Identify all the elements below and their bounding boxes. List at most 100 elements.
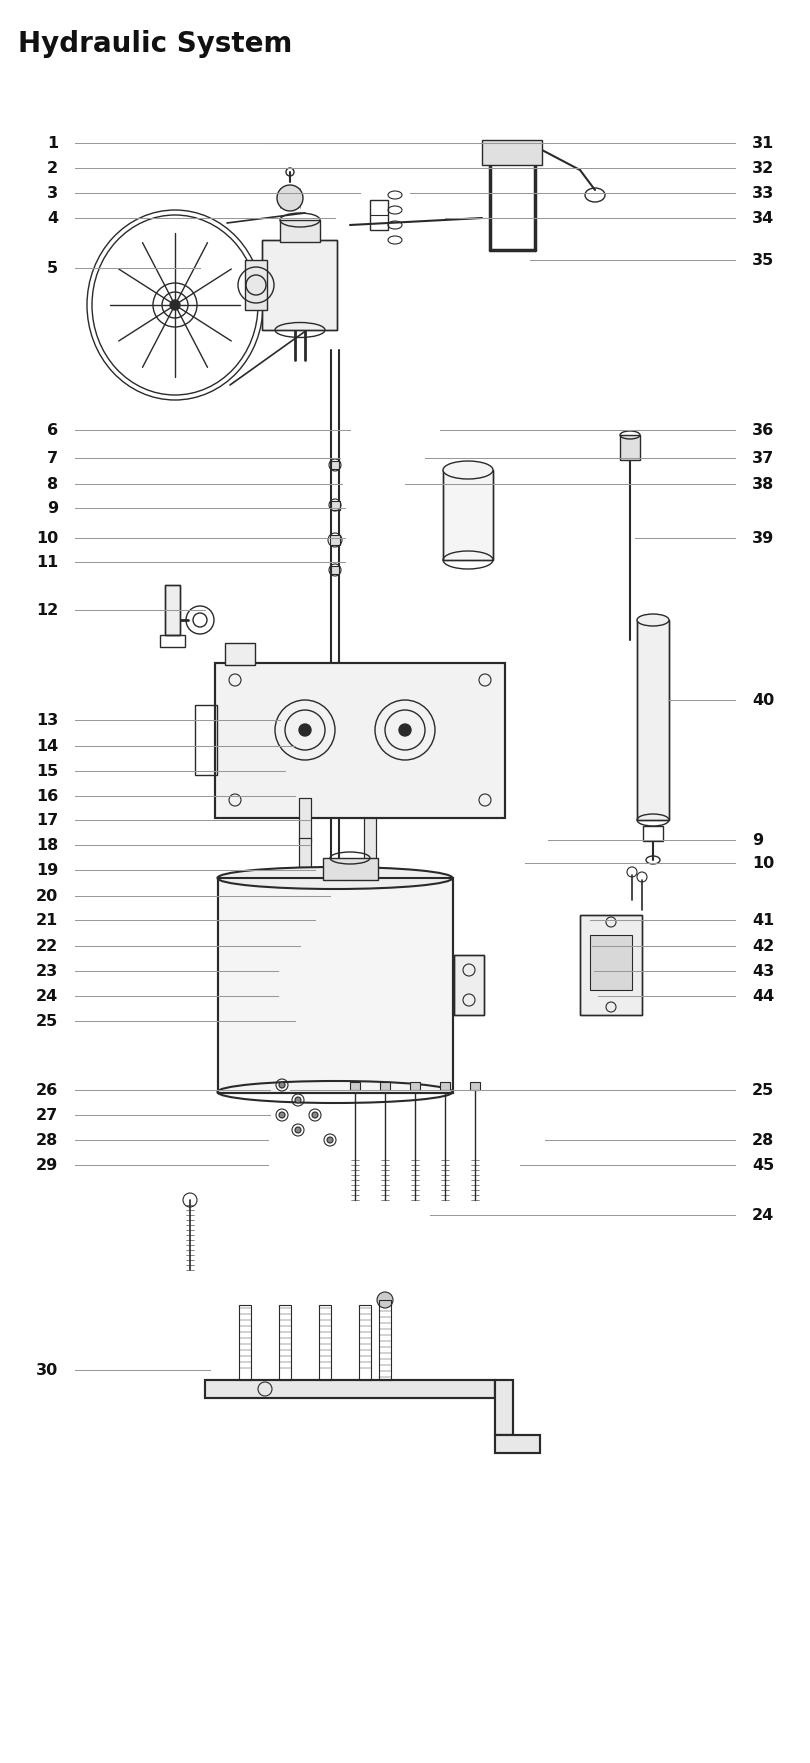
Bar (331, 566, 339, 575)
Bar (323, 859, 378, 880)
Bar (331, 501, 340, 510)
Bar (454, 956, 484, 1015)
Bar (637, 621, 669, 820)
Text: 17: 17 (36, 813, 58, 827)
Text: 1: 1 (47, 136, 58, 150)
Bar (370, 199, 388, 229)
Text: Hydraulic System: Hydraulic System (18, 30, 292, 58)
Bar (495, 1435, 540, 1453)
Bar (299, 837, 311, 882)
Bar (290, 899, 335, 920)
Bar (379, 1299, 391, 1380)
Text: 14: 14 (36, 739, 58, 753)
Text: 10: 10 (752, 855, 774, 871)
Bar (330, 534, 340, 545)
Bar (205, 1380, 495, 1398)
Circle shape (279, 1082, 285, 1088)
Text: 34: 34 (752, 210, 774, 226)
Text: 25: 25 (36, 1014, 58, 1028)
Text: 24: 24 (752, 1208, 774, 1222)
Bar (364, 818, 376, 862)
Bar (299, 799, 311, 843)
Text: 3: 3 (47, 185, 58, 201)
Text: 28: 28 (36, 1132, 58, 1148)
Bar (205, 1380, 495, 1398)
Text: 19: 19 (36, 862, 58, 878)
Bar (215, 663, 505, 818)
Text: 33: 33 (752, 185, 774, 201)
Text: 6: 6 (47, 423, 58, 437)
Bar (160, 635, 185, 647)
Text: 25: 25 (752, 1082, 774, 1098)
Bar (380, 1082, 390, 1090)
Text: 11: 11 (36, 555, 58, 569)
Circle shape (312, 1112, 318, 1118)
Text: 23: 23 (36, 964, 58, 978)
Circle shape (170, 300, 180, 310)
Text: 42: 42 (752, 938, 774, 954)
Text: 5: 5 (47, 261, 58, 275)
Bar (440, 1082, 450, 1090)
Bar (165, 585, 180, 635)
Bar (245, 259, 267, 310)
Bar (262, 240, 337, 330)
Text: 9: 9 (752, 832, 763, 848)
Circle shape (279, 1112, 285, 1118)
Text: 18: 18 (36, 837, 58, 853)
Circle shape (327, 1137, 333, 1142)
Bar (331, 460, 339, 469)
Bar (218, 878, 453, 1093)
Bar (319, 1305, 331, 1380)
Text: 44: 44 (752, 989, 774, 1003)
Text: 16: 16 (36, 788, 58, 804)
Ellipse shape (637, 614, 669, 626)
Bar (443, 471, 493, 561)
Text: 4: 4 (47, 210, 58, 226)
Text: 8: 8 (47, 476, 58, 492)
Bar (165, 585, 180, 635)
Text: 13: 13 (36, 712, 58, 728)
Text: 10: 10 (36, 531, 58, 545)
Circle shape (399, 725, 411, 735)
Bar (443, 471, 493, 561)
Bar (470, 1082, 480, 1090)
Bar (590, 934, 632, 991)
Bar (218, 878, 453, 1093)
Bar (643, 827, 663, 841)
Bar (279, 1305, 291, 1380)
Text: 20: 20 (36, 889, 58, 903)
Bar (299, 837, 311, 882)
Text: 28: 28 (752, 1132, 774, 1148)
Circle shape (295, 1127, 301, 1134)
Bar (620, 435, 640, 460)
Text: 24: 24 (36, 989, 58, 1003)
Text: 36: 36 (752, 423, 774, 437)
Bar (225, 643, 255, 665)
Bar (350, 1082, 360, 1090)
Text: 29: 29 (36, 1158, 58, 1172)
Ellipse shape (443, 460, 493, 480)
Text: 21: 21 (36, 913, 58, 927)
Bar (637, 621, 669, 820)
Text: 12: 12 (36, 603, 58, 617)
Text: 37: 37 (752, 451, 774, 465)
Text: 15: 15 (36, 763, 58, 779)
Text: 38: 38 (752, 476, 774, 492)
Circle shape (377, 1292, 393, 1308)
Circle shape (277, 185, 303, 212)
Bar (495, 1435, 540, 1453)
Bar (280, 220, 320, 242)
Text: 39: 39 (752, 531, 774, 545)
Text: 35: 35 (752, 252, 774, 268)
Text: 40: 40 (752, 693, 774, 707)
Text: 45: 45 (752, 1158, 774, 1172)
Bar (359, 1305, 371, 1380)
Bar (410, 1082, 420, 1090)
Ellipse shape (218, 867, 453, 889)
Text: 9: 9 (47, 501, 58, 515)
Text: 41: 41 (752, 913, 774, 927)
Text: 31: 31 (752, 136, 774, 150)
Text: 32: 32 (752, 160, 774, 176)
Bar (239, 1305, 251, 1380)
Text: 2: 2 (47, 160, 58, 176)
